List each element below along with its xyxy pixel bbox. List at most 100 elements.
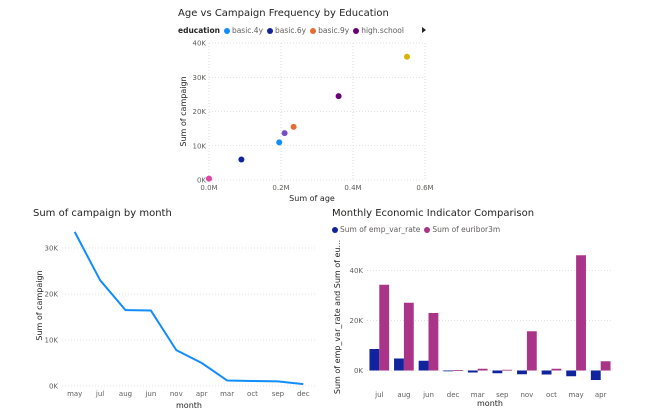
scatter-point xyxy=(276,139,283,146)
bar xyxy=(443,370,454,372)
x-tick-label: sep xyxy=(272,390,285,398)
scatter-visual: Age vs Campaign Frequency by Education e… xyxy=(0,0,647,205)
legend-item-basic-4y[interactable]: basic.4y xyxy=(223,26,264,35)
bar xyxy=(403,302,414,371)
x-tick-label: nov xyxy=(170,390,183,398)
x-tick-label: 0.0M xyxy=(200,184,217,192)
scatter-legend: education basic.4y basic.6y basic.9y hig… xyxy=(178,26,408,35)
bar xyxy=(453,370,463,371)
scatter-point xyxy=(335,93,342,100)
y-tick-label: 30K xyxy=(45,245,59,253)
legend-item-basic-9y[interactable]: basic.9y xyxy=(310,26,349,35)
bar-legend: Sum of emp_var_rate Sum of euribor3m xyxy=(332,225,504,234)
legend-item-basic-6y[interactable]: basic.6y xyxy=(267,26,306,35)
bar xyxy=(394,358,404,371)
scatter-legend-title: education xyxy=(178,26,220,35)
bar-visual: Monthly Economic Indicator Comparison Su… xyxy=(325,205,647,415)
legend-marker xyxy=(424,226,431,233)
bar xyxy=(551,368,562,371)
legend-label: high.school xyxy=(361,26,404,35)
legend-item-emp-var-rate[interactable]: Sum of emp_var_rate xyxy=(332,225,420,234)
scatter-point xyxy=(281,130,288,137)
scatter-point xyxy=(206,175,212,182)
scatter-point xyxy=(290,123,297,130)
y-axis-title: Sum of campaign xyxy=(179,76,188,146)
legend-label: Sum of emp_var_rate xyxy=(340,225,421,234)
line-plot: 0K 10K 20K 30K may jul aug jun nov apr mar oct sep de… xyxy=(35,231,316,410)
y-axis-title: Sum of campaign xyxy=(35,270,44,340)
y-tick-label: 10K xyxy=(193,142,207,150)
x-tick-label: mar xyxy=(471,391,485,399)
y-tick-label: 40K xyxy=(350,267,364,275)
x-tick-label: aug xyxy=(397,391,410,399)
y-tick-label: 0K xyxy=(197,177,206,185)
bar xyxy=(590,370,601,380)
x-axis-title: month xyxy=(477,399,503,408)
bar-title: Monthly Economic Indicator Comparison xyxy=(332,208,535,219)
legend-marker xyxy=(267,27,274,34)
bar xyxy=(428,313,439,371)
bar xyxy=(418,360,429,371)
bar xyxy=(369,349,380,371)
scatter-point xyxy=(238,156,245,163)
campaign-series-line xyxy=(73,231,304,386)
bar xyxy=(600,361,611,371)
x-tick-label: jun xyxy=(422,391,434,399)
bar xyxy=(541,370,552,375)
legend-marker xyxy=(353,27,360,34)
x-tick-label: oct xyxy=(546,391,557,399)
x-tick-label: 0.6M xyxy=(416,184,433,192)
x-tick-label: jul xyxy=(374,391,383,399)
y-tick-label: 20K xyxy=(193,108,207,116)
x-tick-label: dec xyxy=(297,390,310,398)
legend-item-high-school[interactable]: high.school xyxy=(353,26,404,35)
y-tick-label: 40K xyxy=(193,40,207,48)
x-tick-label: aug xyxy=(119,390,132,398)
y-tick-label: 20K xyxy=(350,317,364,325)
legend-label: basic.6y xyxy=(275,26,307,35)
x-tick-label: dec xyxy=(447,391,460,399)
legend-marker xyxy=(223,27,230,34)
x-axis-title: Sum of age xyxy=(289,194,335,203)
x-tick-label: apr xyxy=(196,390,208,398)
x-tick-label: may xyxy=(67,390,82,398)
x-tick-label: mar xyxy=(220,390,234,398)
x-tick-label: jun xyxy=(144,390,156,398)
x-tick-label: sep xyxy=(496,391,509,399)
legend-label: Sum of euribor3m xyxy=(432,225,501,234)
bar-plot: 0K 20K 40K jul aug jun dec mar sep nov oct may apr mo… xyxy=(333,240,613,408)
bar xyxy=(517,370,527,375)
bar xyxy=(502,369,513,371)
y-axis-title: Sum of emp_var_rate and Sum of eu... xyxy=(333,240,342,394)
legend-label: basic.4y xyxy=(231,26,264,35)
bar xyxy=(576,255,586,371)
x-tick-label: nov xyxy=(520,391,533,399)
y-tick-label: 0K xyxy=(49,383,58,391)
x-tick-label: oct xyxy=(247,390,258,398)
scatter-title: Age vs Campaign Frequency by Education xyxy=(178,8,389,19)
y-tick-label: 10K xyxy=(45,337,59,345)
scatter-plot: 0K 10K 20K 30K 40K 0.0M 0.2M 0.4M 0.6M Sum of age… xyxy=(179,40,434,204)
x-tick-label: 0.4M xyxy=(344,184,361,192)
y-tick-label: 20K xyxy=(45,291,59,299)
legend-marker xyxy=(332,226,338,233)
x-axis-title: month xyxy=(176,401,202,410)
bar xyxy=(526,331,537,371)
y-tick-label: 30K xyxy=(193,74,207,82)
legend-label: basic.9y xyxy=(318,26,350,35)
x-tick-label: may xyxy=(568,391,583,399)
line-visual: Sum of campaign by month 0K 10K 20K 30K may j… xyxy=(0,205,325,415)
x-tick-label: apr xyxy=(595,391,607,399)
bar xyxy=(467,370,478,373)
scatter-point xyxy=(404,53,410,60)
bar xyxy=(566,370,577,377)
line-title: Sum of campaign by month xyxy=(33,208,172,219)
legend-marker xyxy=(310,27,317,34)
bar xyxy=(379,284,390,371)
legend-item-euribor3m[interactable]: Sum of euribor3m xyxy=(424,225,500,234)
bar xyxy=(477,368,488,371)
bar xyxy=(492,370,503,374)
x-tick-label: 0.2M xyxy=(272,184,289,192)
y-tick-label: 0K xyxy=(354,367,363,375)
legend-next-arrow-icon[interactable] xyxy=(422,27,426,33)
